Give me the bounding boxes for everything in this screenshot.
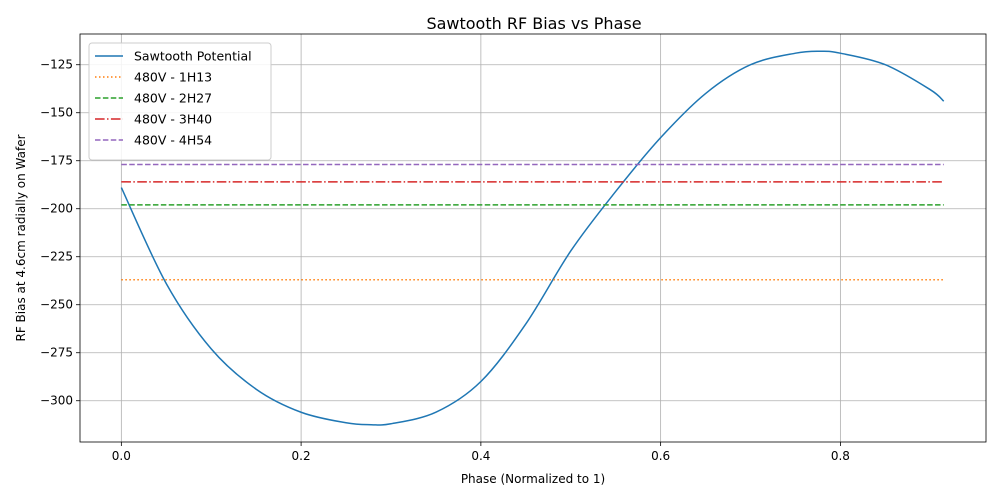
x-tick-label: 0.6 [651, 449, 670, 463]
series-group [120, 50, 945, 426]
y-tick-label: −225 [40, 250, 73, 264]
y-tick-label: −150 [40, 106, 73, 120]
y-axis-label: RF Bias at 4.6cm radially on Wafer [14, 134, 28, 341]
legend-label: 480V - 4H54 [134, 133, 212, 148]
y-tick-label: −125 [40, 58, 73, 72]
ticks: 0.0 0.2 0.4 0.6 0.8 −300 −275 −250 −225 −200 −175 −… [40, 58, 850, 463]
chart-title: Sawtooth RF Bias vs Phase [426, 14, 641, 33]
x-tick-label: 0.8 [831, 449, 850, 463]
y-tick-label: −175 [40, 154, 73, 168]
legend-box [88, 42, 272, 161]
x-tick-label: 0.0 [112, 449, 131, 463]
legend: Sawtooth Potential 480V - 1H13 480V - 2H27… [88, 42, 272, 161]
series-line-0 [120, 50, 945, 426]
legend-label: 480V - 2H27 [134, 91, 212, 106]
legend-label: Sawtooth Potential [134, 49, 252, 64]
x-tick-label: 0.4 [471, 449, 490, 463]
x-tick-label: 0.2 [292, 449, 311, 463]
legend-label: 480V - 1H13 [134, 70, 212, 85]
x-axis-label: Phase (Normalized to 1) [461, 472, 605, 486]
y-tick-label: −200 [40, 202, 73, 216]
y-tick-label: −275 [40, 346, 73, 360]
axes-frame [79, 33, 987, 443]
legend-label: 480V - 3H40 [134, 112, 212, 127]
y-tick-label: −250 [40, 298, 73, 312]
y-tick-label: −300 [40, 394, 73, 408]
